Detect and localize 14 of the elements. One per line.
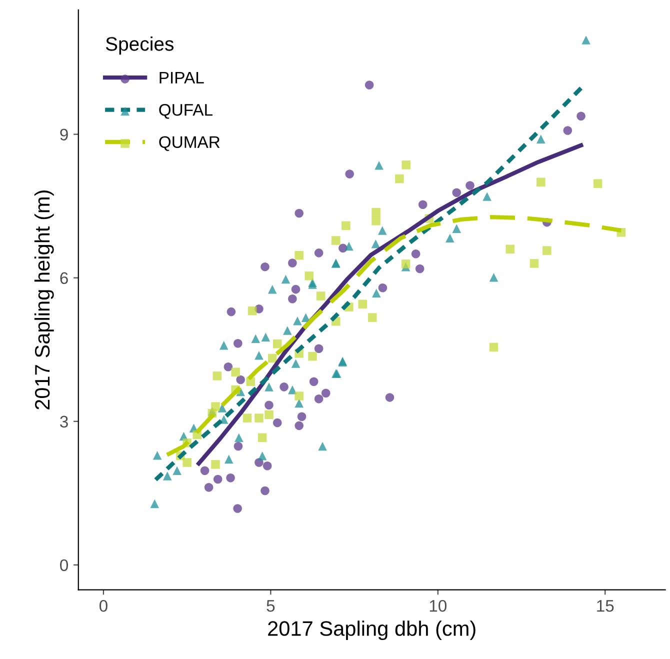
x-axis-title: 2017 Sapling dbh (cm): [268, 620, 476, 640]
x-tick-label: 0: [99, 600, 108, 612]
x-tick-label: 15: [597, 600, 614, 612]
legend-label: QUFAL: [159, 104, 212, 119]
y-tick-label: 0: [60, 559, 68, 572]
y-tick-label: 3: [60, 416, 68, 428]
legend-title: Species: [106, 36, 174, 55]
y-tick-label: 6: [60, 272, 68, 284]
x-tick-label: 5: [266, 600, 275, 612]
y-tick-label: 9: [60, 128, 68, 140]
legend-label: PIPAL: [160, 72, 204, 84]
y-axis-title: 2017 Sapling height (m): [34, 190, 54, 410]
x-tick-label: 10: [430, 600, 447, 612]
legend-label: QUMAR: [159, 136, 220, 151]
